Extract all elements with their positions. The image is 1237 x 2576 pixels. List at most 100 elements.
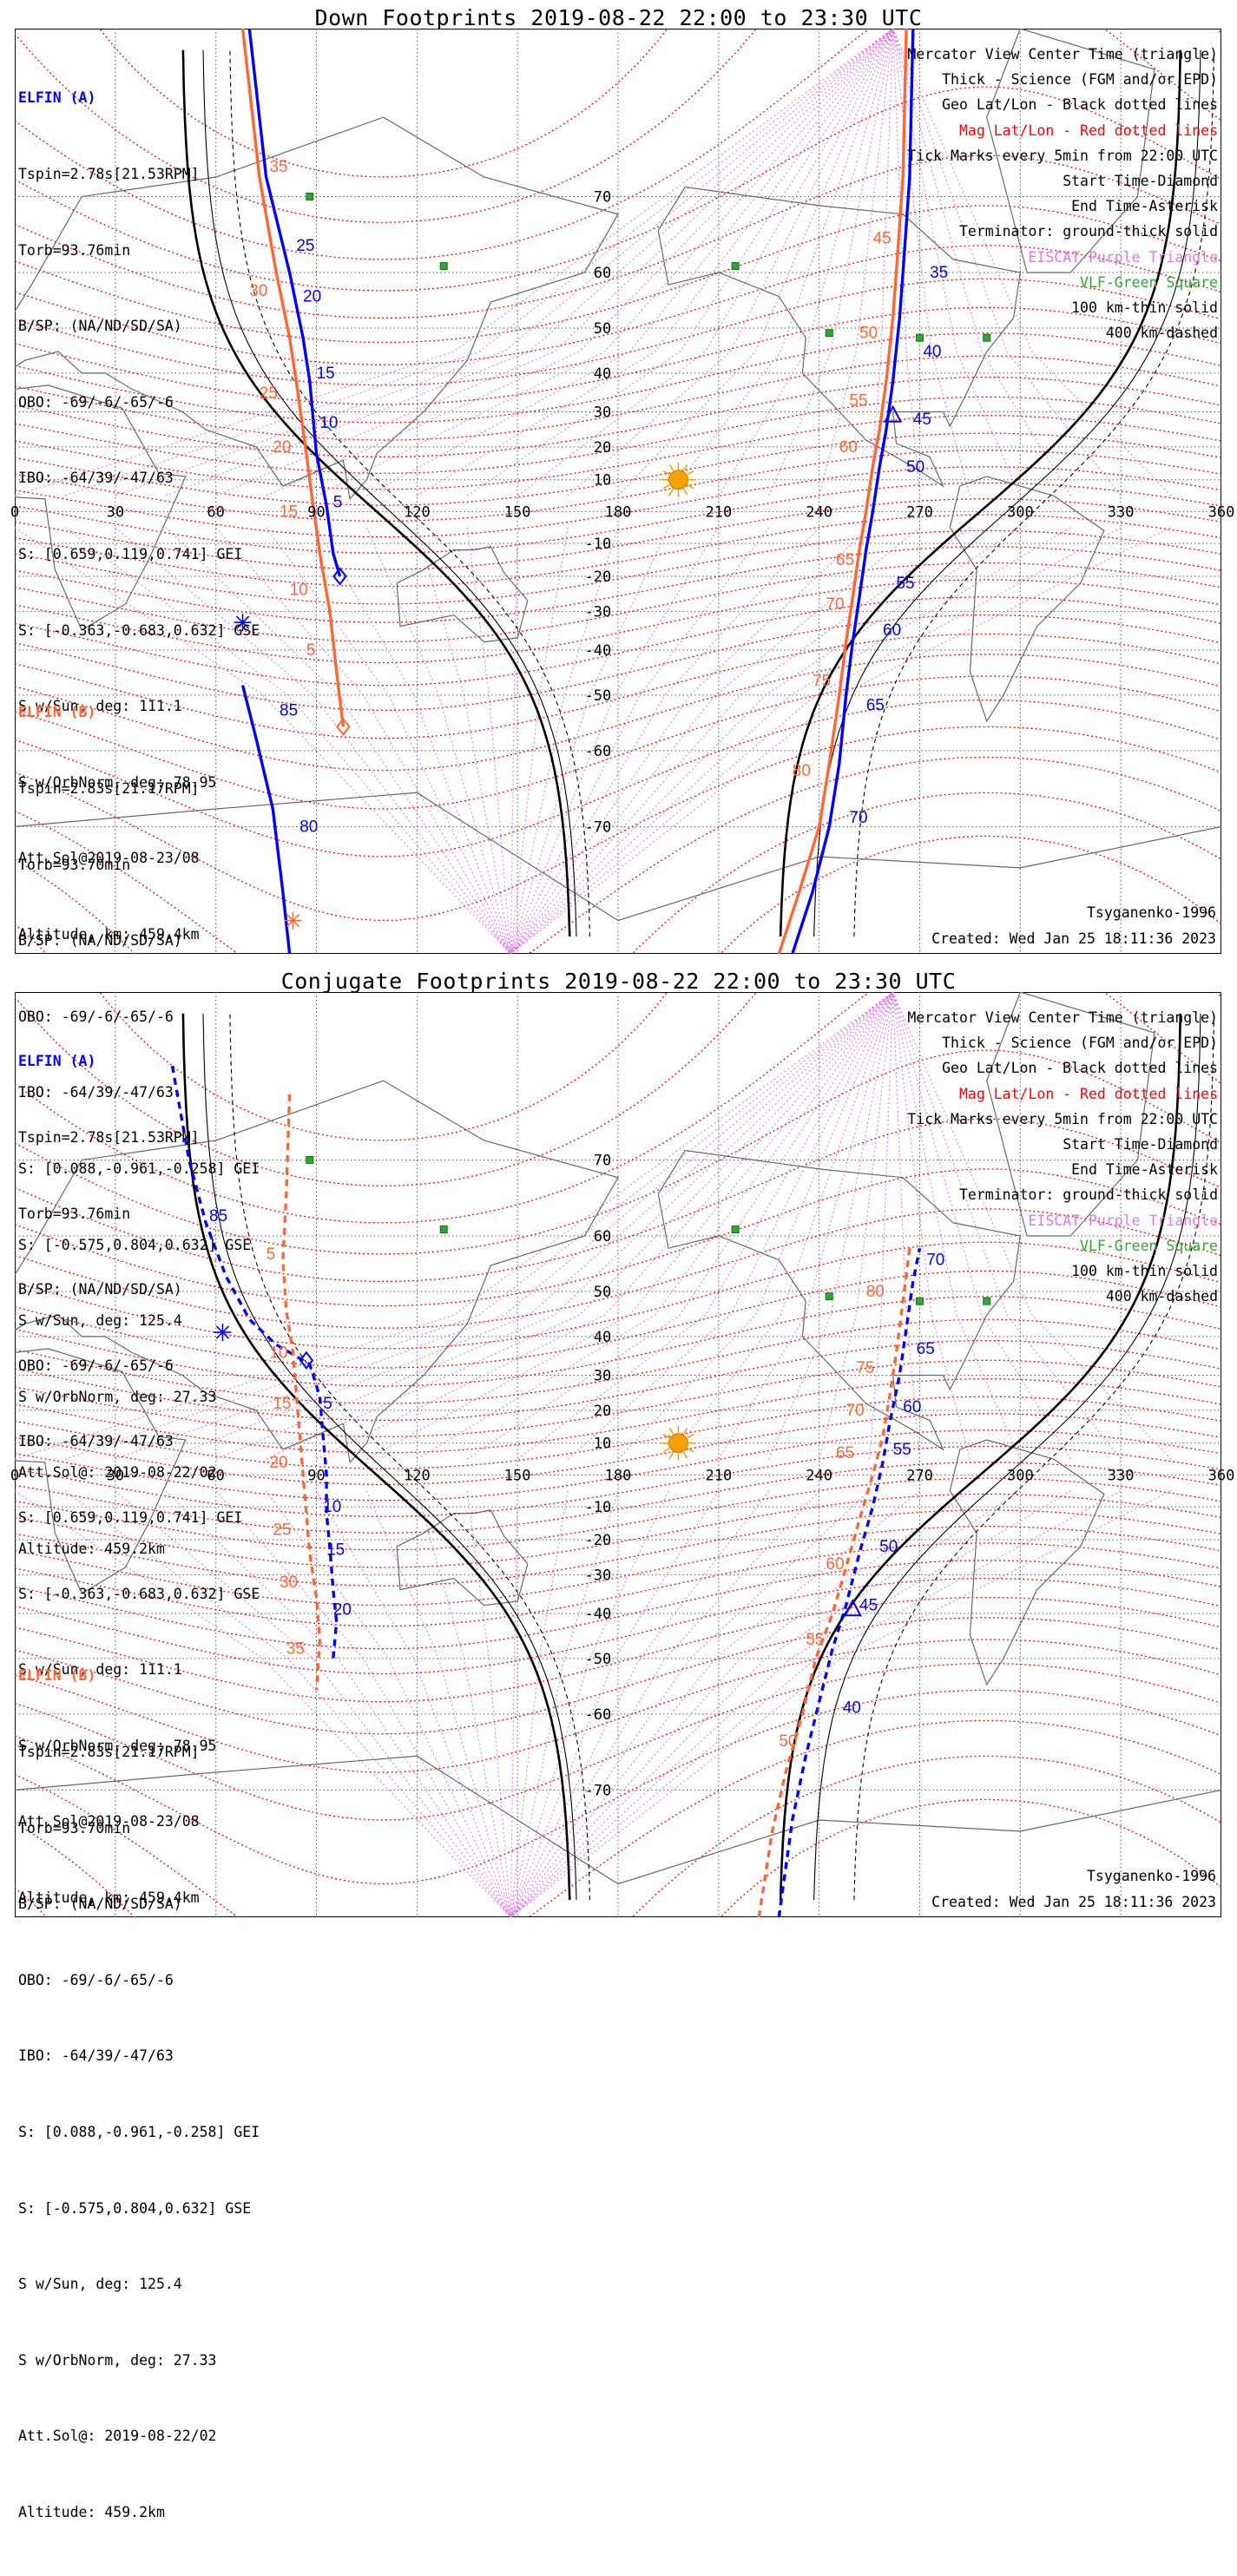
elfin-b-line: S w/Sun, deg: 125.4 [18,2276,182,2293]
lon-tick-label: 60 [207,1467,224,1484]
mag-lat-line [15,450,1221,522]
elfin-a-line: B/SP: (NA/ND/SD/SA) [18,1281,182,1298]
elfin-b-line: B/SP: (NA/ND/SD/SA) [18,1896,182,1913]
elfin-b-line: Altitude: 459.2km [18,2503,165,2520]
elfin-a-time-label: 85 [209,1207,227,1226]
elfin-b-info-down: ELFIN (B) Tspin=2.83s[21.17RPM] Torb=93.… [18,649,260,1613]
mag-lat-line [15,1525,1221,1607]
elfin-b-line: Att.Sol@: 2019-08-22/02 [18,2428,217,2445]
mag-lon-line [266,992,893,1460]
elfin-b-line: S: [0.088,-0.961,-0.258] GEI [18,2123,260,2140]
lat-tick-label: -20 [585,568,612,586]
legend-item: Start Time-Diamond [1063,172,1218,189]
terminator-100km [202,49,577,937]
lat-tick-label: 40 [594,365,611,383]
legend-item: Tick Marks every 5min from 22:00 UTC [907,1110,1218,1127]
elfin-a-time-label: 60 [903,1398,921,1416]
elfin-b-time-label: 60 [839,438,858,457]
mag-lat-line [15,579,1221,664]
sun-ray [662,484,670,490]
elfin-b-line: Torb=93.70min [18,856,131,873]
elfin-a-line: S w/OrbNorm, deg: 78.95 [18,773,217,791]
mag-lon-line [892,29,1071,496]
mag-lat-line [15,596,1221,687]
elfin-a-time-label: 55 [893,1441,911,1459]
end-asterisk [286,913,300,928]
elfin-b-line: Tspin=2.83s[21.17RPM] [18,780,200,797]
lat-tick-label: 10 [594,1436,611,1453]
elfin-a-time-label: 50 [906,458,924,476]
elfin-a-time-label: 20 [303,288,321,306]
vlf-square [439,1226,448,1234]
elfin-a-time-label: 55 [896,575,914,593]
elfin-a-time-label: 70 [849,809,867,827]
elfin-b-line: S: [0.088,-0.961,-0.258] GEI [18,1160,260,1177]
mag-lon-line [316,527,511,954]
mag-lat-line [15,466,1221,538]
vlf-square [439,262,448,271]
mag-lon-line [819,29,894,496]
elfin-a-line: S: [0.659,0.119,0.741] GEI [18,1508,243,1526]
coastline [15,1348,187,1594]
mag-lon-line [316,992,894,1460]
legend-item: End Time-Asterisk [1071,198,1218,215]
elfin-b-line: S: [-0.575,0.804,0.632] GSE [18,2199,252,2217]
lat-tick-label: 60 [594,265,611,282]
mag-lat-line [15,1445,1221,1517]
map-graphics: 2520151058580354045505560657035302520151… [10,29,1234,1917]
mag-lon-line [316,29,894,496]
lon-tick-label: 150 [504,503,531,521]
elfin-b-line: OBO: -69/-6/-65/-6 [18,1971,174,1988]
coastline [15,1755,1221,1885]
mag-lat-line [15,1509,1221,1587]
mag-lon-line [517,992,894,1460]
elfin-a-time-label: 65 [866,696,885,714]
coastline [657,1149,1021,1451]
sun-ray [687,484,694,490]
mag-lon-line [510,527,669,954]
elfin-a-line: S w/Sun, deg: 111.1 [18,698,182,715]
mag-lon-line [165,992,893,1460]
elfin-a-name: ELFIN (A) [18,89,96,107]
elfin-b-line: IBO: -64/39/-47/63 [18,1084,174,1101]
mag-lat-line [15,1168,1221,1307]
elfin-a-time-label: 35 [930,264,948,282]
mag-lat-line [15,332,1221,424]
elfin-a-track [247,29,342,577]
elfin-b-time-label: 20 [269,1454,287,1472]
elfin-b-time-label: 5 [266,1245,276,1264]
mag-lat-line [15,1477,1221,1551]
mag-lon-line [510,527,1021,954]
mag-lon-line [892,992,921,1460]
sun-ray [682,464,688,471]
sun-ray [687,1434,694,1439]
elfin-a-time-label: 45 [859,1597,878,1615]
lat-tick-label: 20 [594,1403,611,1420]
legend-item: Geo Lat/Lon - Black dotted lines [942,96,1218,114]
elfin-b-line: S: [-0.575,0.804,0.632] GSE [18,1236,252,1253]
elfin-b-time-label: 70 [826,595,844,614]
elfin-b-time-label: 25 [260,384,278,403]
mag-lon-line [64,527,511,954]
lon-tick-label: 30 [107,1467,124,1484]
coastline [657,186,1021,488]
mag-lat-line [15,306,1221,405]
mag-lon-line [892,29,1172,496]
vlf-square [916,333,924,342]
coastline [15,792,1221,922]
lat-tick-label: 50 [594,1284,611,1301]
terminator-400km [229,1013,591,1901]
elfin-a-line: IBO: -64/39/-47/63 [18,470,174,487]
lat-tick-label: 30 [594,1368,611,1385]
map-inner: 85 5 10 15 20 70 65 60 55 50 45 40 5 10 15 20 25 30 35 80 75… [15,992,1221,1917]
elfin-b-time-label: 65 [836,1444,854,1462]
mag-lon-line [215,992,893,1460]
mag-lat-line [15,1429,1221,1502]
elfin-a-time-label: 5 [323,1395,332,1413]
elfin-b-time-label: 45 [872,229,891,247]
elfin-b-line: S w/Sun, deg: 125.4 [18,1312,182,1330]
mag-lon-line [567,992,894,1460]
mag-lon-line [15,29,893,496]
mag-lat-line [15,1049,1221,1255]
sun-ray [662,470,670,476]
